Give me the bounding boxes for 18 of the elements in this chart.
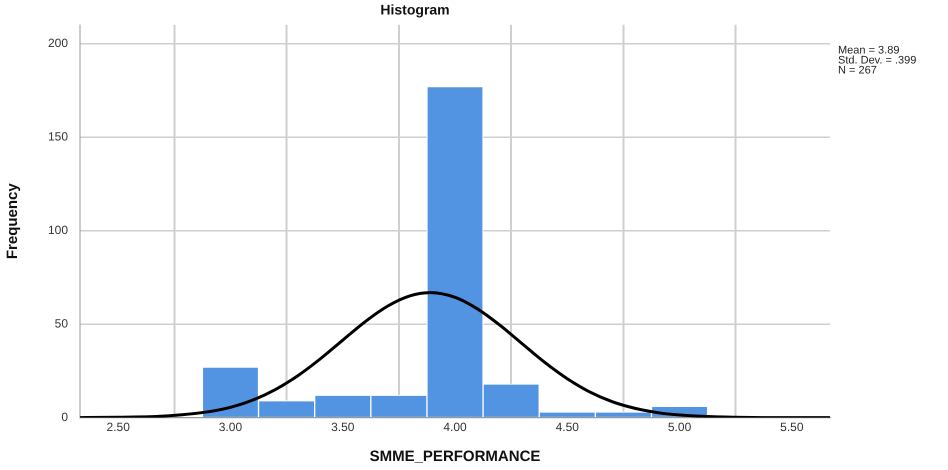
y-tick-label: 50 bbox=[54, 316, 68, 330]
chart-title: Histogram bbox=[380, 1, 450, 18]
y-axis-title: Frequency bbox=[4, 182, 22, 260]
x-tick-label: 2.50 bbox=[106, 420, 130, 434]
x-tick-label: 3.00 bbox=[218, 420, 242, 434]
y-tick-label: 150 bbox=[48, 129, 68, 144]
y-tick-label: 0 bbox=[61, 410, 68, 424]
x-tick-label: 4.00 bbox=[443, 420, 468, 434]
x-axis-title: SMME_PERFORMANCE bbox=[370, 448, 540, 466]
x-tick-label: 3.50 bbox=[331, 420, 355, 434]
x-tick-label: 4.50 bbox=[556, 420, 580, 434]
x-tick-label: 5.00 bbox=[668, 420, 692, 434]
text: Mean = 3.89 bbox=[838, 44, 900, 56]
y-tick-label: 200 bbox=[48, 36, 68, 50]
text: Std. Dev. = .399 bbox=[838, 54, 916, 66]
x-tick-label: 5.50 bbox=[780, 420, 804, 434]
text: N = 267 bbox=[838, 64, 877, 76]
y-tick-label: 100 bbox=[48, 222, 68, 237]
